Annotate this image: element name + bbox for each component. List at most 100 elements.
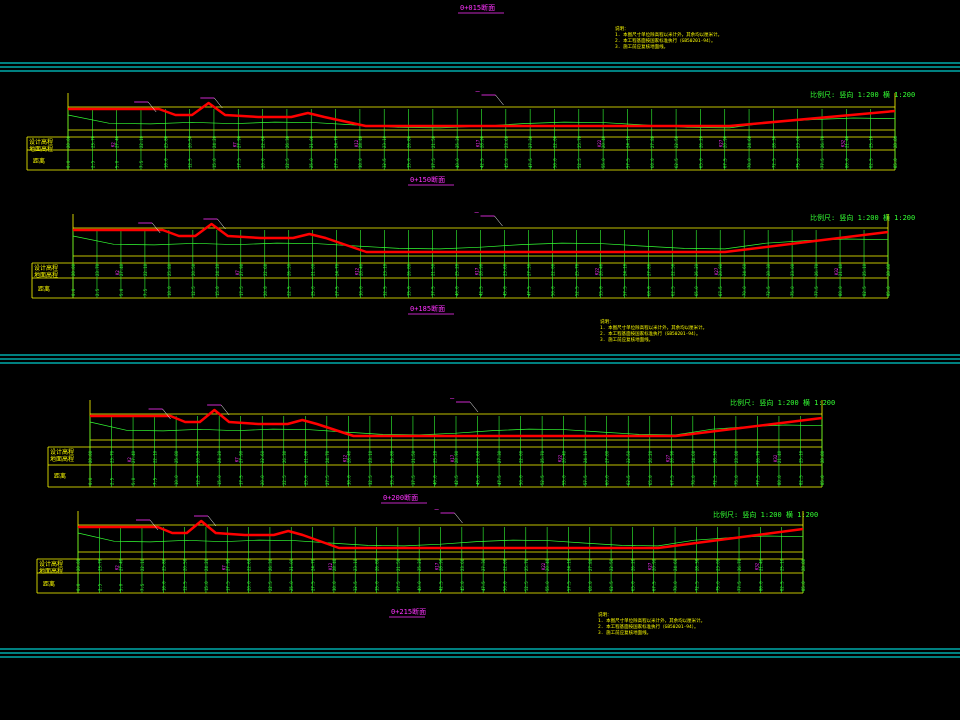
elevation-value: 24.10 [583, 450, 588, 463]
elevation-value: 27.90 [239, 450, 244, 463]
elevation-value: 27.30 [481, 558, 486, 571]
elevation-value: 20.50 [196, 450, 201, 463]
distance-value: 20.0 [261, 158, 266, 168]
distance-value: 30.0 [346, 475, 351, 485]
table-label-distance: 距离 [54, 472, 66, 480]
distance-value: 5.0 [131, 477, 136, 485]
design-profile-line [90, 408, 823, 438]
distance-value: 57.5 [566, 581, 571, 591]
elevation-value: 26.70 [814, 263, 819, 276]
elevation-value: 25.80 [174, 450, 179, 463]
elevation-value: 24.70 [325, 450, 330, 463]
elevation-value: 22.10 [143, 263, 148, 276]
elevation-value: 26.80 [407, 135, 412, 148]
elevation-value: 27.30 [497, 450, 502, 463]
distance-value: 5.0 [115, 160, 120, 168]
station-mark: K32 [754, 562, 759, 570]
distance-value: 12.5 [188, 158, 193, 168]
note-line: 说明： [615, 25, 629, 32]
distance-value: 42.5 [454, 475, 459, 485]
elevation-value: 26.70 [755, 450, 760, 463]
elevation-value: 28.90 [480, 135, 485, 148]
distance-value: 42.5 [479, 286, 484, 296]
elevation-value: 21.40 [777, 450, 782, 463]
distance-value: 52.5 [524, 581, 529, 591]
elevation-value: 26.80 [375, 558, 380, 571]
distance-value: 32.5 [368, 475, 373, 485]
elevation-value: 21.40 [758, 558, 763, 571]
distance-value: 45.0 [502, 286, 507, 296]
distance-value: 32.5 [382, 158, 387, 168]
distance-value: 75.0 [716, 581, 721, 591]
distance-value: 55.0 [601, 158, 606, 168]
station-mark: K2 [115, 270, 120, 275]
distance-value: 17.5 [225, 581, 230, 591]
distance-value: 55.0 [545, 581, 550, 591]
station-mark: K17 [435, 562, 440, 570]
station-mark: K17 [476, 139, 481, 147]
station-mark: K27 [665, 454, 670, 462]
station-mark: K12 [355, 267, 360, 275]
elevation-value: 20.90 [723, 135, 728, 148]
table-label-ground: 地面高程 [50, 455, 74, 463]
annotation-leader [495, 94, 504, 106]
distance-value: 45.0 [504, 158, 509, 168]
distance-value: 37.5 [431, 158, 436, 168]
design-profile-line [68, 101, 896, 128]
section-scale-text: 比例尺: 竖向 1:200 横 1:200 [713, 510, 818, 519]
elevation-value: 20.00 [76, 558, 81, 571]
elevation-value: 26.30 [282, 450, 287, 463]
station-mark: K32 [834, 267, 839, 275]
distance-value: 32.5 [383, 286, 388, 296]
section-title: 0+150断面 [410, 175, 445, 184]
table-label-ground: 地面高程 [34, 271, 58, 279]
distance-value: 40.0 [432, 475, 437, 485]
elevation-value: 26.70 [737, 558, 742, 571]
distance-value: 85.0 [801, 581, 806, 591]
elevation-value: 27.40 [115, 135, 120, 148]
station-mark: K17 [475, 267, 480, 275]
distance-value: 50.0 [550, 286, 555, 296]
elevation-value: 25.70 [540, 450, 545, 463]
distance-value: 30.0 [358, 158, 363, 168]
elevation-value: 21.50 [431, 263, 436, 276]
elevation-value: 25.10 [869, 135, 874, 148]
annotation-leader [152, 222, 161, 234]
annotation-leader [207, 515, 217, 527]
note-line: 1. 本图尺寸单位除高程以米计外，其余均以厘米计。 [598, 617, 705, 624]
distance-value: 72.5 [766, 286, 771, 296]
distance-value: 62.5 [674, 158, 679, 168]
elevation-value: 24.10 [566, 558, 571, 571]
elevation-value: 22.00 [502, 558, 507, 571]
elevation-value: 21.50 [411, 450, 416, 463]
distance-value: 5.0 [119, 583, 124, 591]
distance-value: 85.0 [886, 286, 891, 296]
elevation-value: 22.00 [519, 450, 524, 463]
elevation-value: 21.00 [309, 135, 314, 148]
elevation-value: 23.70 [90, 135, 95, 148]
station-mark: K12 [328, 562, 333, 570]
distance-value: 10.0 [174, 475, 179, 485]
elevation-value: 22.60 [260, 450, 265, 463]
station-mark: K12 [342, 454, 347, 462]
elevation-value: 27.40 [119, 558, 124, 571]
design-profile-line [78, 519, 804, 550]
elevation-value: 20.40 [601, 135, 606, 148]
elevation-value: 22.60 [247, 558, 252, 571]
distance-value: 7.5 [140, 583, 145, 591]
elevation-value: 23.60 [502, 263, 507, 276]
elevation-value: 25.20 [455, 135, 460, 148]
elevation-value: 25.20 [432, 450, 437, 463]
distance-value: 80.0 [838, 286, 843, 296]
elevation-value: 23.10 [368, 450, 373, 463]
distance-value: 77.5 [814, 286, 819, 296]
elevation-value: 23.10 [353, 558, 358, 571]
elevation-value: 20.90 [669, 450, 674, 463]
elevation-value: 20.50 [188, 135, 193, 148]
distance-value: 27.5 [311, 581, 316, 591]
station-mark: K2 [111, 142, 116, 147]
station-mark: K7 [235, 270, 240, 275]
distance-value: 57.5 [583, 475, 588, 485]
distance-value: 25.0 [311, 286, 316, 296]
